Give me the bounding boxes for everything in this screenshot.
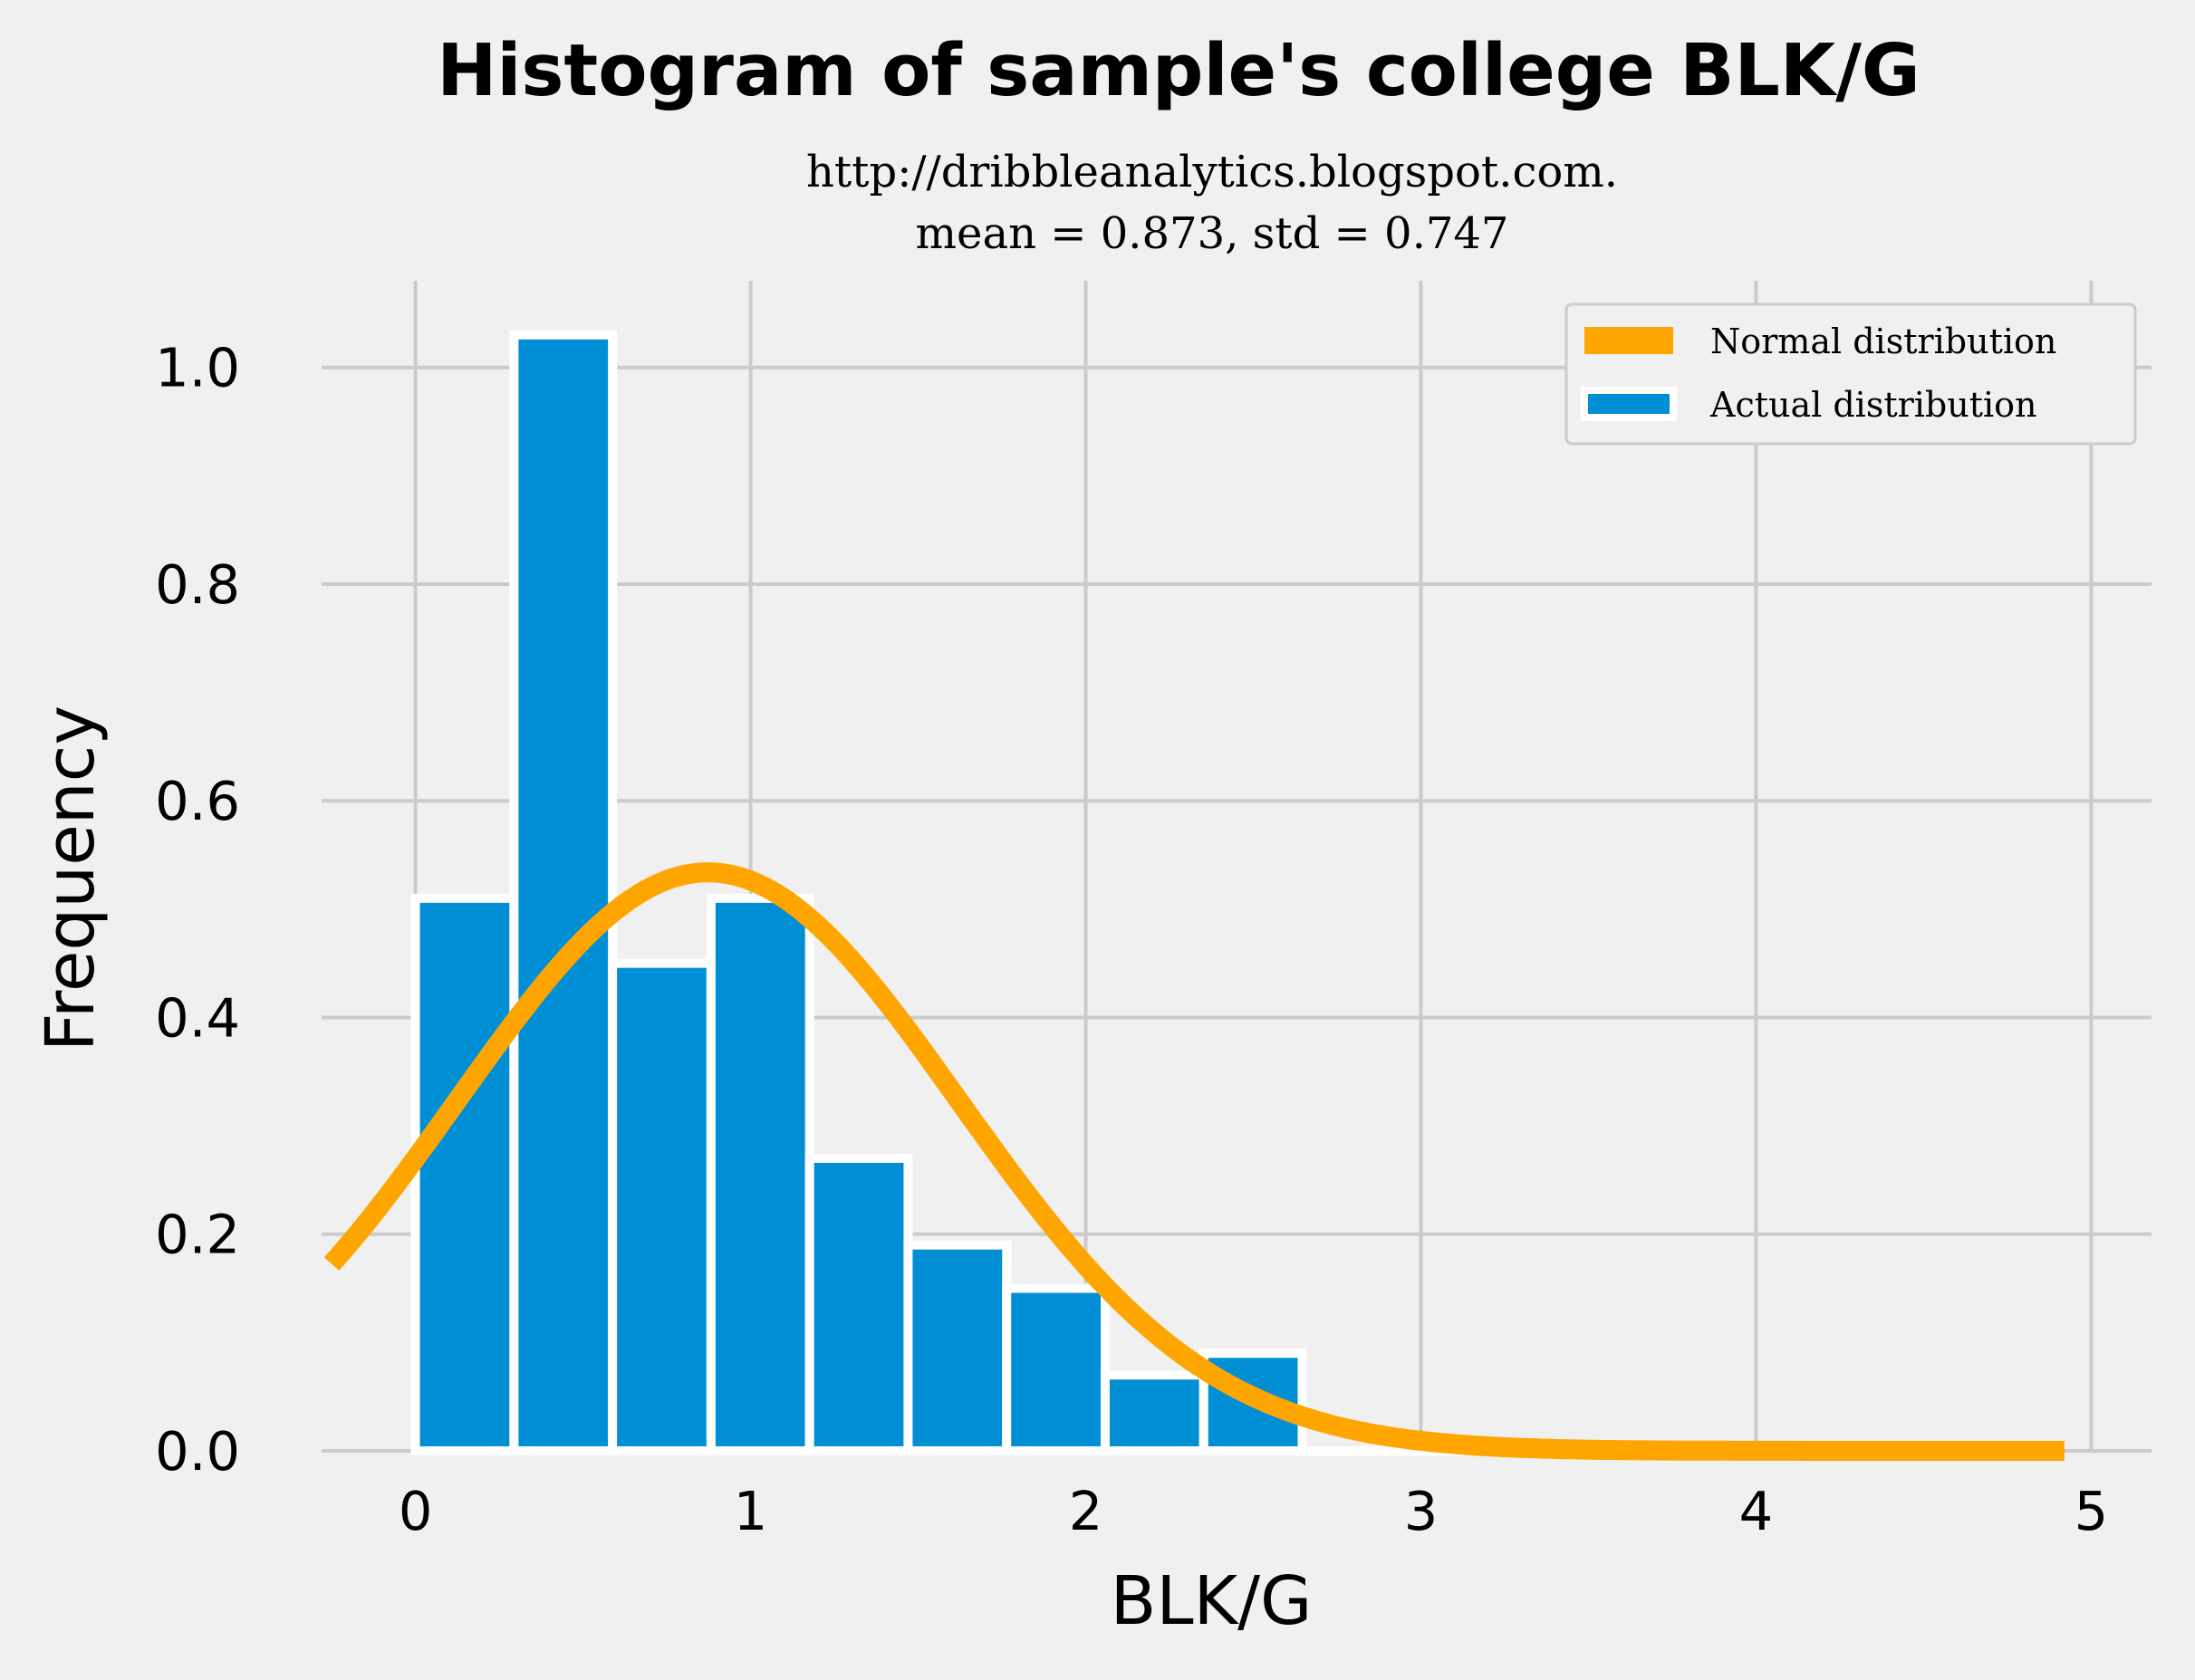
x-axis-label: BLK/G: [1111, 1562, 1313, 1640]
legend-swatch-normal: [1584, 327, 1673, 354]
histogram-bar-7: [1100, 1370, 1208, 1456]
histogram-bars: [410, 330, 1997, 1456]
histogram-bar-0: [410, 893, 519, 1455]
histogram-bar-6: [1002, 1283, 1110, 1455]
chart-subtitle-line-2: mean = 0.873, std = 0.747: [916, 208, 1509, 259]
y-tick-label-4: 0.8: [155, 553, 240, 616]
y-tick-label-5: 1.0: [155, 337, 240, 399]
x-tick-label-5: 5: [2075, 1480, 2109, 1542]
y-tick-label-3: 0.6: [155, 770, 240, 832]
tick-labels: 0 1 2 3 4 5 0.0 0.2 0.4 0.6 0.8 1.0: [155, 337, 2108, 1542]
legend-frame: [1564, 302, 2137, 446]
histogram-bar-9: [1297, 1446, 1406, 1456]
x-tick-label-4: 4: [1739, 1480, 1774, 1542]
y-tick-label-1: 0.2: [155, 1204, 240, 1266]
chart-title: Histogram of sample's college BLK/G: [437, 29, 1921, 112]
x-tick-label-0: 0: [399, 1480, 433, 1542]
x-tick-label-2: 2: [1069, 1480, 1103, 1542]
y-tick-label-2: 0.4: [155, 986, 240, 1049]
legend-swatch-actual: [1581, 387, 1677, 421]
chart-subtitle-line-1: http://dribbleanalytics.blogspot.com.: [806, 147, 1618, 197]
legend: Normal distribution Actual distribution: [1564, 302, 2137, 446]
x-tick-label-3: 3: [1404, 1480, 1439, 1542]
histogram-bar-5: [903, 1240, 1012, 1456]
y-tick-label-0: 0.0: [155, 1420, 240, 1483]
y-axis-label: Frequency: [32, 706, 110, 1051]
histogram-bar-2: [608, 958, 716, 1455]
histogram-bar-4: [804, 1154, 913, 1455]
histogram-bar-3: [706, 893, 814, 1455]
histogram-bar-1: [509, 330, 618, 1455]
x-tick-label-1: 1: [734, 1480, 768, 1542]
legend-label-normal: Normal distribution: [1710, 322, 2056, 361]
normal-curve-layer: [323, 862, 2067, 1461]
legend-label-actual: Actual distribution: [1709, 385, 2037, 425]
normal-distribution-curve: [323, 862, 2067, 1461]
